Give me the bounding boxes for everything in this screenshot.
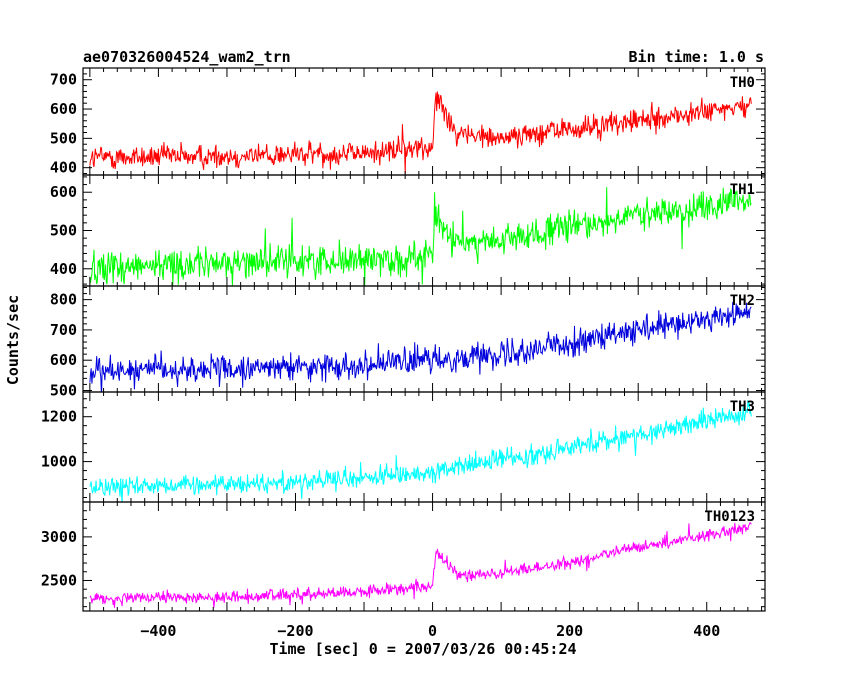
panel-th2: 500 600 700 800 TH2 <box>50 285 766 399</box>
series-th1 <box>89 187 752 286</box>
y-axis-label: Counts/sec <box>4 295 22 385</box>
y-tick-label: 2500 <box>41 571 77 589</box>
y-tick-label: 600 <box>50 100 77 118</box>
y-tick-label: 800 <box>50 291 77 309</box>
x-tick-label: 0 <box>428 622 437 640</box>
x-tick-label: 400 <box>693 622 720 640</box>
series-th0123 <box>89 522 752 608</box>
y-tick-label: 500 <box>50 381 77 399</box>
y-tick-label: 1200 <box>41 408 77 426</box>
y-tick-label: 600 <box>50 183 77 201</box>
x-tick-labels: −400 −200 0 200 400 <box>140 622 720 640</box>
panel-label-th0: TH0 <box>730 75 755 91</box>
y-tick-label: 700 <box>50 71 77 89</box>
panel-th3: 1000 1200 TH3 <box>41 391 766 503</box>
header-bin-time: Bin time: 1.0 s <box>629 48 764 66</box>
series-th0 <box>89 91 752 174</box>
panel-th1: 400 500 600 TH1 <box>50 174 766 287</box>
header-title: ae070326004524_wam2_trn <box>83 48 291 66</box>
x-axis-label: Time [sec] 0 = 2007/03/26 00:45:24 <box>269 640 576 658</box>
series-th2 <box>89 301 752 392</box>
panel-label-th2: TH2 <box>730 293 755 309</box>
y-tick-label: 700 <box>50 321 77 339</box>
series-th3 <box>89 400 752 502</box>
y-tick-label: 500 <box>50 129 77 147</box>
panel-label-th3: TH3 <box>730 399 755 415</box>
y-tick-label: 500 <box>50 222 77 240</box>
panel-frame <box>82 501 766 612</box>
x-tick-label: 200 <box>556 622 583 640</box>
panel-label-th1: TH1 <box>730 182 755 198</box>
y-tick-label: 3000 <box>41 528 77 546</box>
x-tick-label: −400 <box>140 622 176 640</box>
panels-group: 400 500 600 700 TH0 400 500 600 TH1 500 600 700 800 T… <box>41 67 766 612</box>
x-tick-label: −200 <box>277 622 313 640</box>
y-tick-label: 400 <box>50 159 77 177</box>
panel-th0123: 2500 3000 TH0123 <box>41 501 766 612</box>
y-tick-label: 400 <box>50 260 77 278</box>
y-tick-label: 600 <box>50 351 77 369</box>
y-tick-label: 1000 <box>41 453 77 471</box>
panel-th0: 400 500 600 700 TH0 <box>50 67 766 177</box>
panel-label-th0123: TH0123 <box>704 509 755 525</box>
panel-frame <box>82 285 766 393</box>
